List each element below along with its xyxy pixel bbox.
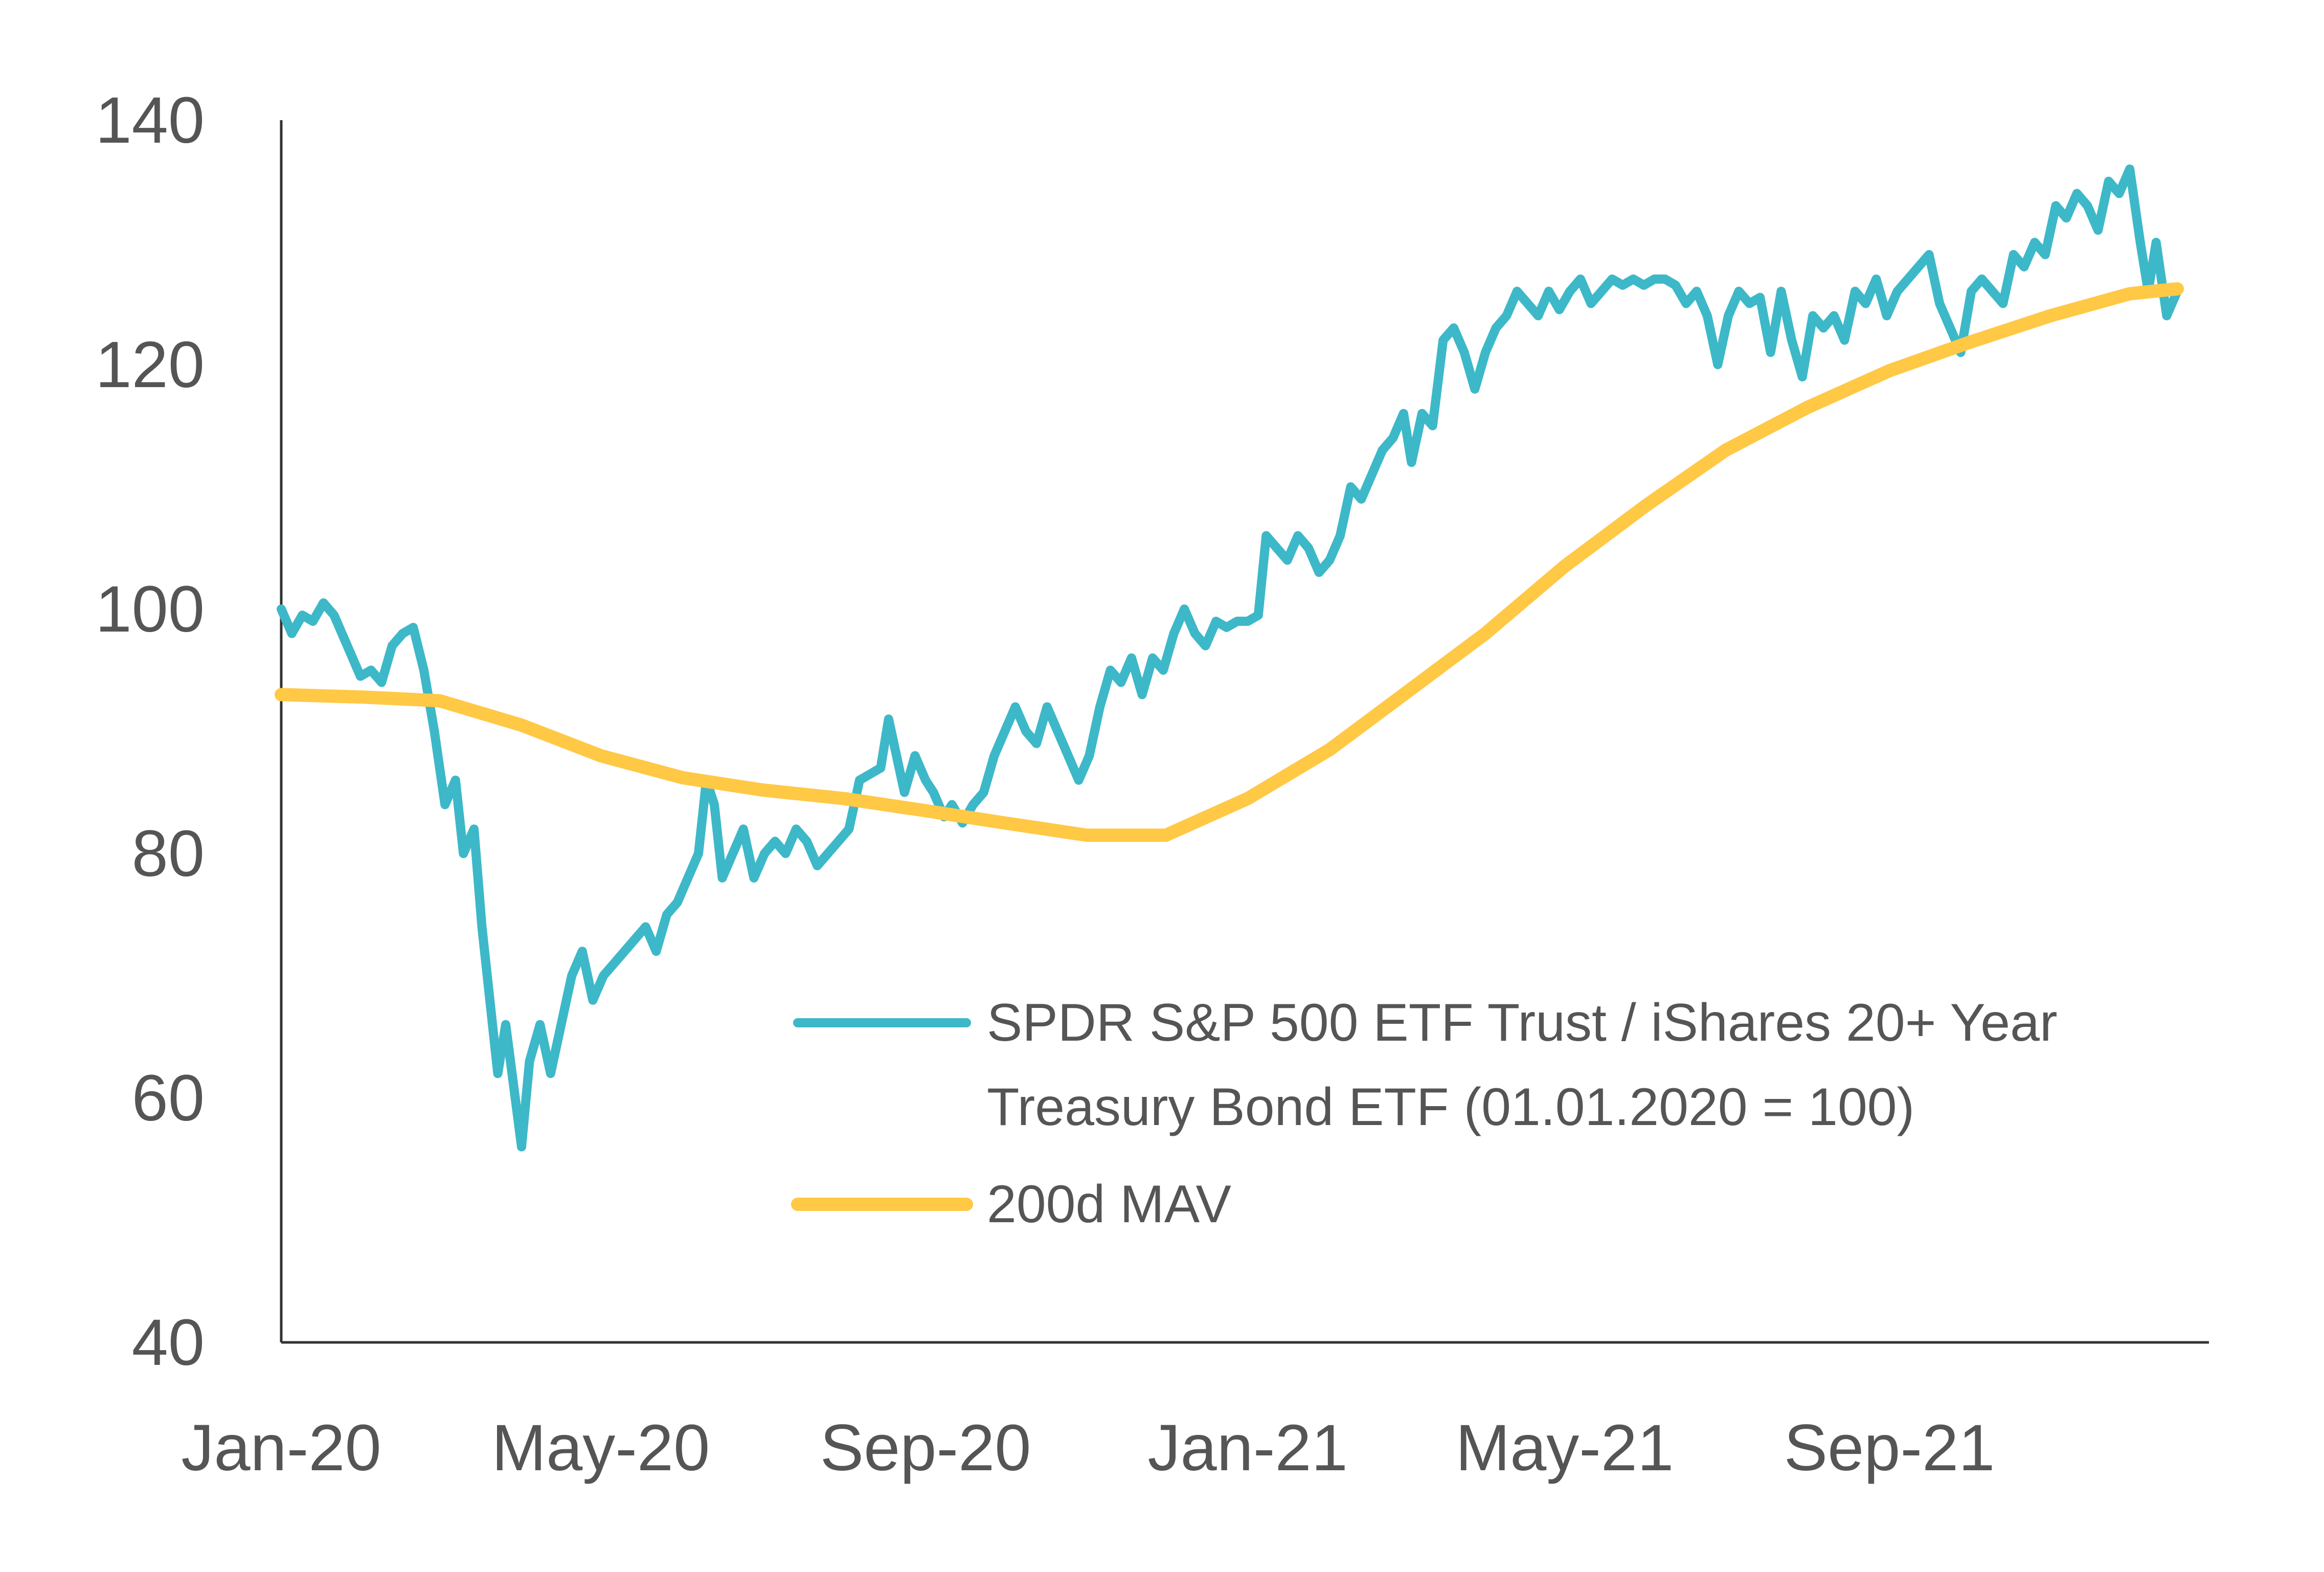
x-tick-label: May-21 bbox=[1455, 1411, 1674, 1485]
y-tick-label: 120 bbox=[95, 328, 205, 401]
y-axis-ticks: 40 60 80 100 120 140 bbox=[95, 84, 205, 1379]
series-line-200d-mav bbox=[275, 282, 2184, 842]
x-axis-ticks: Jan-20 May-20 Sep-20 Jan-21 May-21 Sep-21 bbox=[181, 1411, 1995, 1485]
legend-label: 200d MAV bbox=[987, 1175, 1231, 1234]
x-tick-label: May-20 bbox=[491, 1411, 710, 1485]
legend: SPDR S&P 500 ETF Trust / iShares 20+ Yea… bbox=[791, 993, 2058, 1234]
x-tick-label: Sep-21 bbox=[1784, 1411, 1995, 1485]
x-tick-label: Jan-20 bbox=[181, 1411, 381, 1485]
y-tick-label: 80 bbox=[132, 817, 205, 890]
y-tick-label: 140 bbox=[95, 84, 205, 157]
series-line-ratio bbox=[277, 164, 2182, 1152]
y-tick-label: 40 bbox=[132, 1306, 205, 1379]
series-layer bbox=[275, 164, 2184, 1152]
legend-label: SPDR S&P 500 ETF Trust / iShares 20+ Yea… bbox=[987, 993, 2058, 1052]
y-tick-label: 100 bbox=[95, 573, 205, 646]
x-tick-label: Sep-20 bbox=[820, 1411, 1031, 1485]
y-tick-label: 60 bbox=[132, 1062, 205, 1135]
x-tick-label: Jan-21 bbox=[1147, 1411, 1347, 1485]
legend-label: Treasury Bond ETF (01.01.2020 = 100) bbox=[987, 1077, 1914, 1137]
